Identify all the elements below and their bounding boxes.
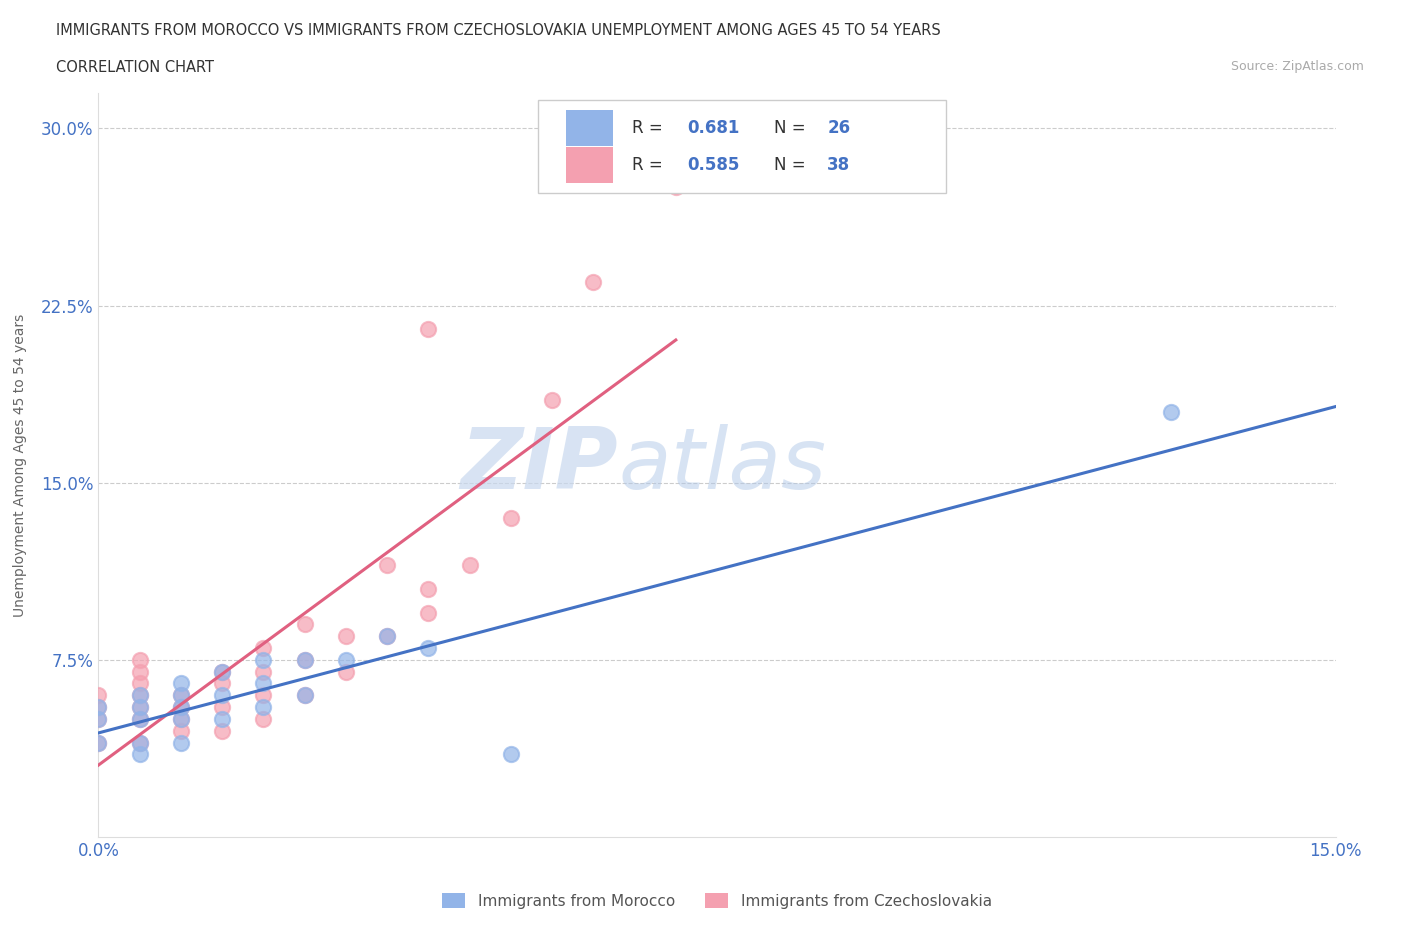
Point [252, 711, 274, 726]
Point [375, 558, 398, 573]
Point [375, 629, 398, 644]
Point [335, 653, 357, 668]
Point [252, 688, 274, 703]
Point [170, 688, 193, 703]
Point [294, 688, 316, 703]
Point [128, 664, 150, 679]
Text: 0.681: 0.681 [688, 119, 740, 137]
Point [128, 711, 150, 726]
Point [418, 581, 440, 596]
Point [294, 688, 316, 703]
Point [458, 558, 481, 573]
Point [211, 699, 233, 714]
Point [128, 653, 150, 668]
Point [294, 653, 316, 668]
Text: 0.585: 0.585 [688, 156, 740, 174]
Point [170, 699, 193, 714]
Point [252, 676, 274, 691]
Text: R =: R = [631, 156, 668, 174]
Point [252, 699, 274, 714]
Point [128, 688, 150, 703]
Point [170, 688, 193, 703]
Point [335, 629, 357, 644]
Text: N =: N = [773, 119, 811, 137]
Point [87, 735, 110, 750]
Point [252, 664, 274, 679]
Point [170, 699, 193, 714]
Point [418, 322, 440, 337]
Point [87, 699, 110, 714]
Point [211, 724, 233, 738]
Point [294, 653, 316, 668]
Point [87, 711, 110, 726]
Point [170, 676, 193, 691]
Point [128, 699, 150, 714]
Point [87, 699, 110, 714]
Point [252, 641, 274, 656]
Point [1160, 405, 1182, 419]
Point [211, 676, 233, 691]
Point [499, 747, 522, 762]
Y-axis label: Unemployment Among Ages 45 to 54 years: Unemployment Among Ages 45 to 54 years [13, 313, 27, 617]
Bar [567, 110, 613, 146]
FancyBboxPatch shape [537, 100, 946, 193]
Point [582, 274, 605, 289]
Point [128, 699, 150, 714]
Bar [567, 147, 613, 183]
Point [128, 747, 150, 762]
Point [128, 676, 150, 691]
Point [128, 735, 150, 750]
Point [418, 605, 440, 620]
Point [294, 617, 316, 631]
Text: IMMIGRANTS FROM MOROCCO VS IMMIGRANTS FROM CZECHOSLOVAKIA UNEMPLOYMENT AMONG AGE: IMMIGRANTS FROM MOROCCO VS IMMIGRANTS FR… [56, 23, 941, 38]
Point [211, 664, 233, 679]
Point [211, 688, 233, 703]
Point [170, 735, 193, 750]
Text: Source: ZipAtlas.com: Source: ZipAtlas.com [1230, 60, 1364, 73]
Point [375, 629, 398, 644]
Point [418, 641, 440, 656]
Point [541, 392, 564, 407]
Point [128, 688, 150, 703]
Point [499, 511, 522, 525]
Text: N =: N = [773, 156, 811, 174]
Point [128, 735, 150, 750]
Point [87, 688, 110, 703]
Point [211, 711, 233, 726]
Point [211, 664, 233, 679]
Point [87, 711, 110, 726]
Text: 26: 26 [827, 119, 851, 137]
Text: ZIP: ZIP [460, 423, 619, 507]
Text: atlas: atlas [619, 423, 827, 507]
Text: CORRELATION CHART: CORRELATION CHART [56, 60, 214, 75]
Legend: Immigrants from Morocco, Immigrants from Czechoslovakia: Immigrants from Morocco, Immigrants from… [436, 886, 998, 915]
Point [87, 735, 110, 750]
Point [170, 711, 193, 726]
Text: 38: 38 [827, 156, 851, 174]
Point [170, 724, 193, 738]
Point [665, 180, 688, 195]
Point [335, 664, 357, 679]
Text: R =: R = [631, 119, 668, 137]
Point [252, 653, 274, 668]
Point [170, 711, 193, 726]
Point [128, 711, 150, 726]
